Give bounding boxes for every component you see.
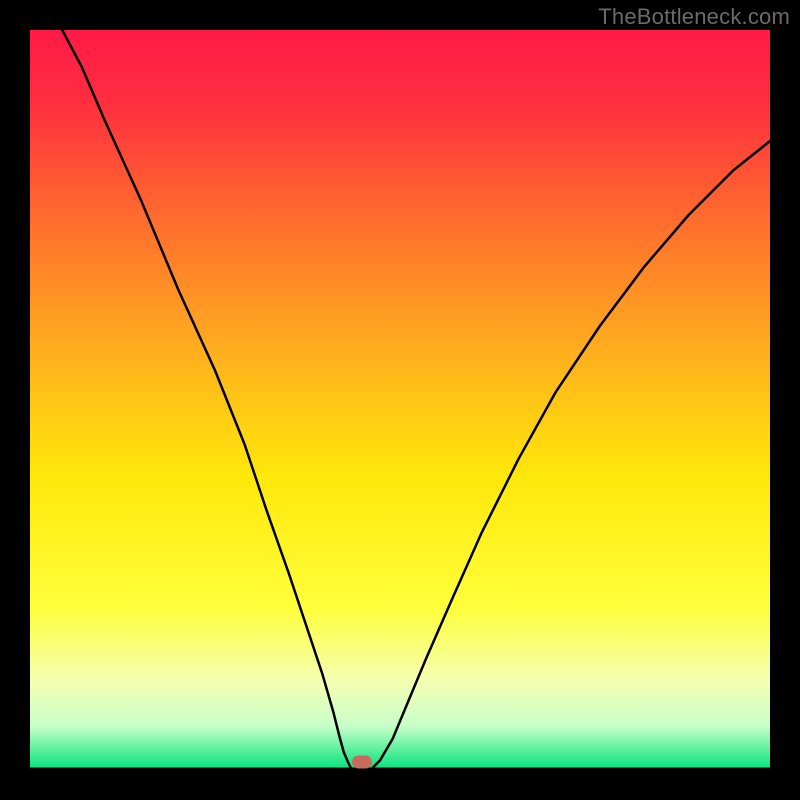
bottleneck-curve bbox=[30, 30, 770, 770]
chart-frame: TheBottleneck.com bbox=[0, 0, 800, 800]
watermark-text: TheBottleneck.com bbox=[598, 4, 790, 30]
plot-area bbox=[30, 30, 770, 770]
optimal-point-marker bbox=[352, 756, 372, 769]
